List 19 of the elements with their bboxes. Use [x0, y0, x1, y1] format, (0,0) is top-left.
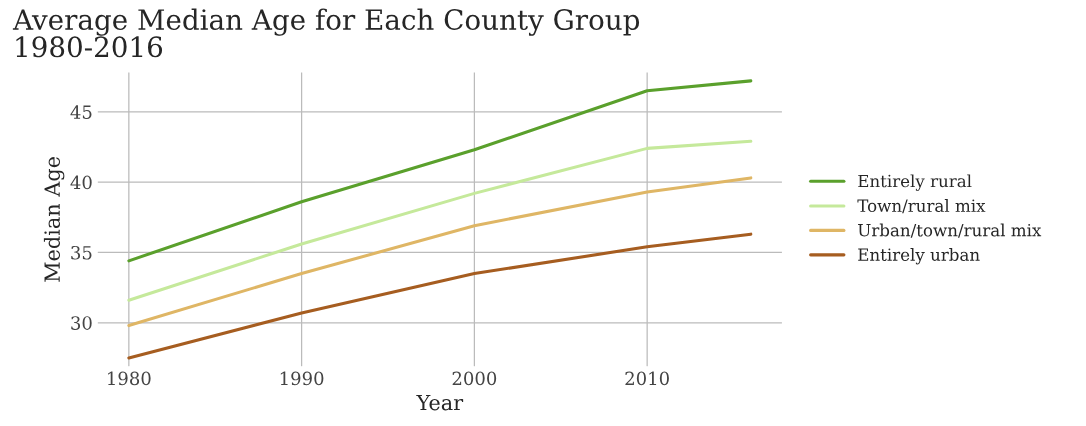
chart-title: Average Median Age for Each County Group 1980-2016	[12, 8, 640, 58]
legend-label: Town/rural mix	[857, 199, 986, 214]
y-axis-title: Median Age	[43, 157, 65, 282]
y-tick-label: 35	[71, 245, 92, 260]
x-tick-label: 2010	[625, 371, 669, 386]
line-series	[127, 139, 753, 302]
line-series	[127, 232, 753, 360]
x-tick-label: 1990	[280, 371, 324, 386]
legend-label: Entirely urban	[858, 248, 980, 265]
y-tick-label: 40	[70, 175, 92, 190]
legend-label: Entirely rural	[858, 174, 972, 191]
legend-label: Urban/town/rural mix	[858, 223, 1042, 238]
x-tick-label: 1980	[108, 371, 151, 386]
line-series	[127, 79, 753, 263]
x-axis-title: Year	[416, 394, 464, 411]
y-tick-label: 45	[70, 105, 92, 119]
x-tick-label: 2000	[452, 371, 497, 386]
y-tick-label: 30	[71, 316, 92, 330]
line-series	[127, 176, 753, 328]
